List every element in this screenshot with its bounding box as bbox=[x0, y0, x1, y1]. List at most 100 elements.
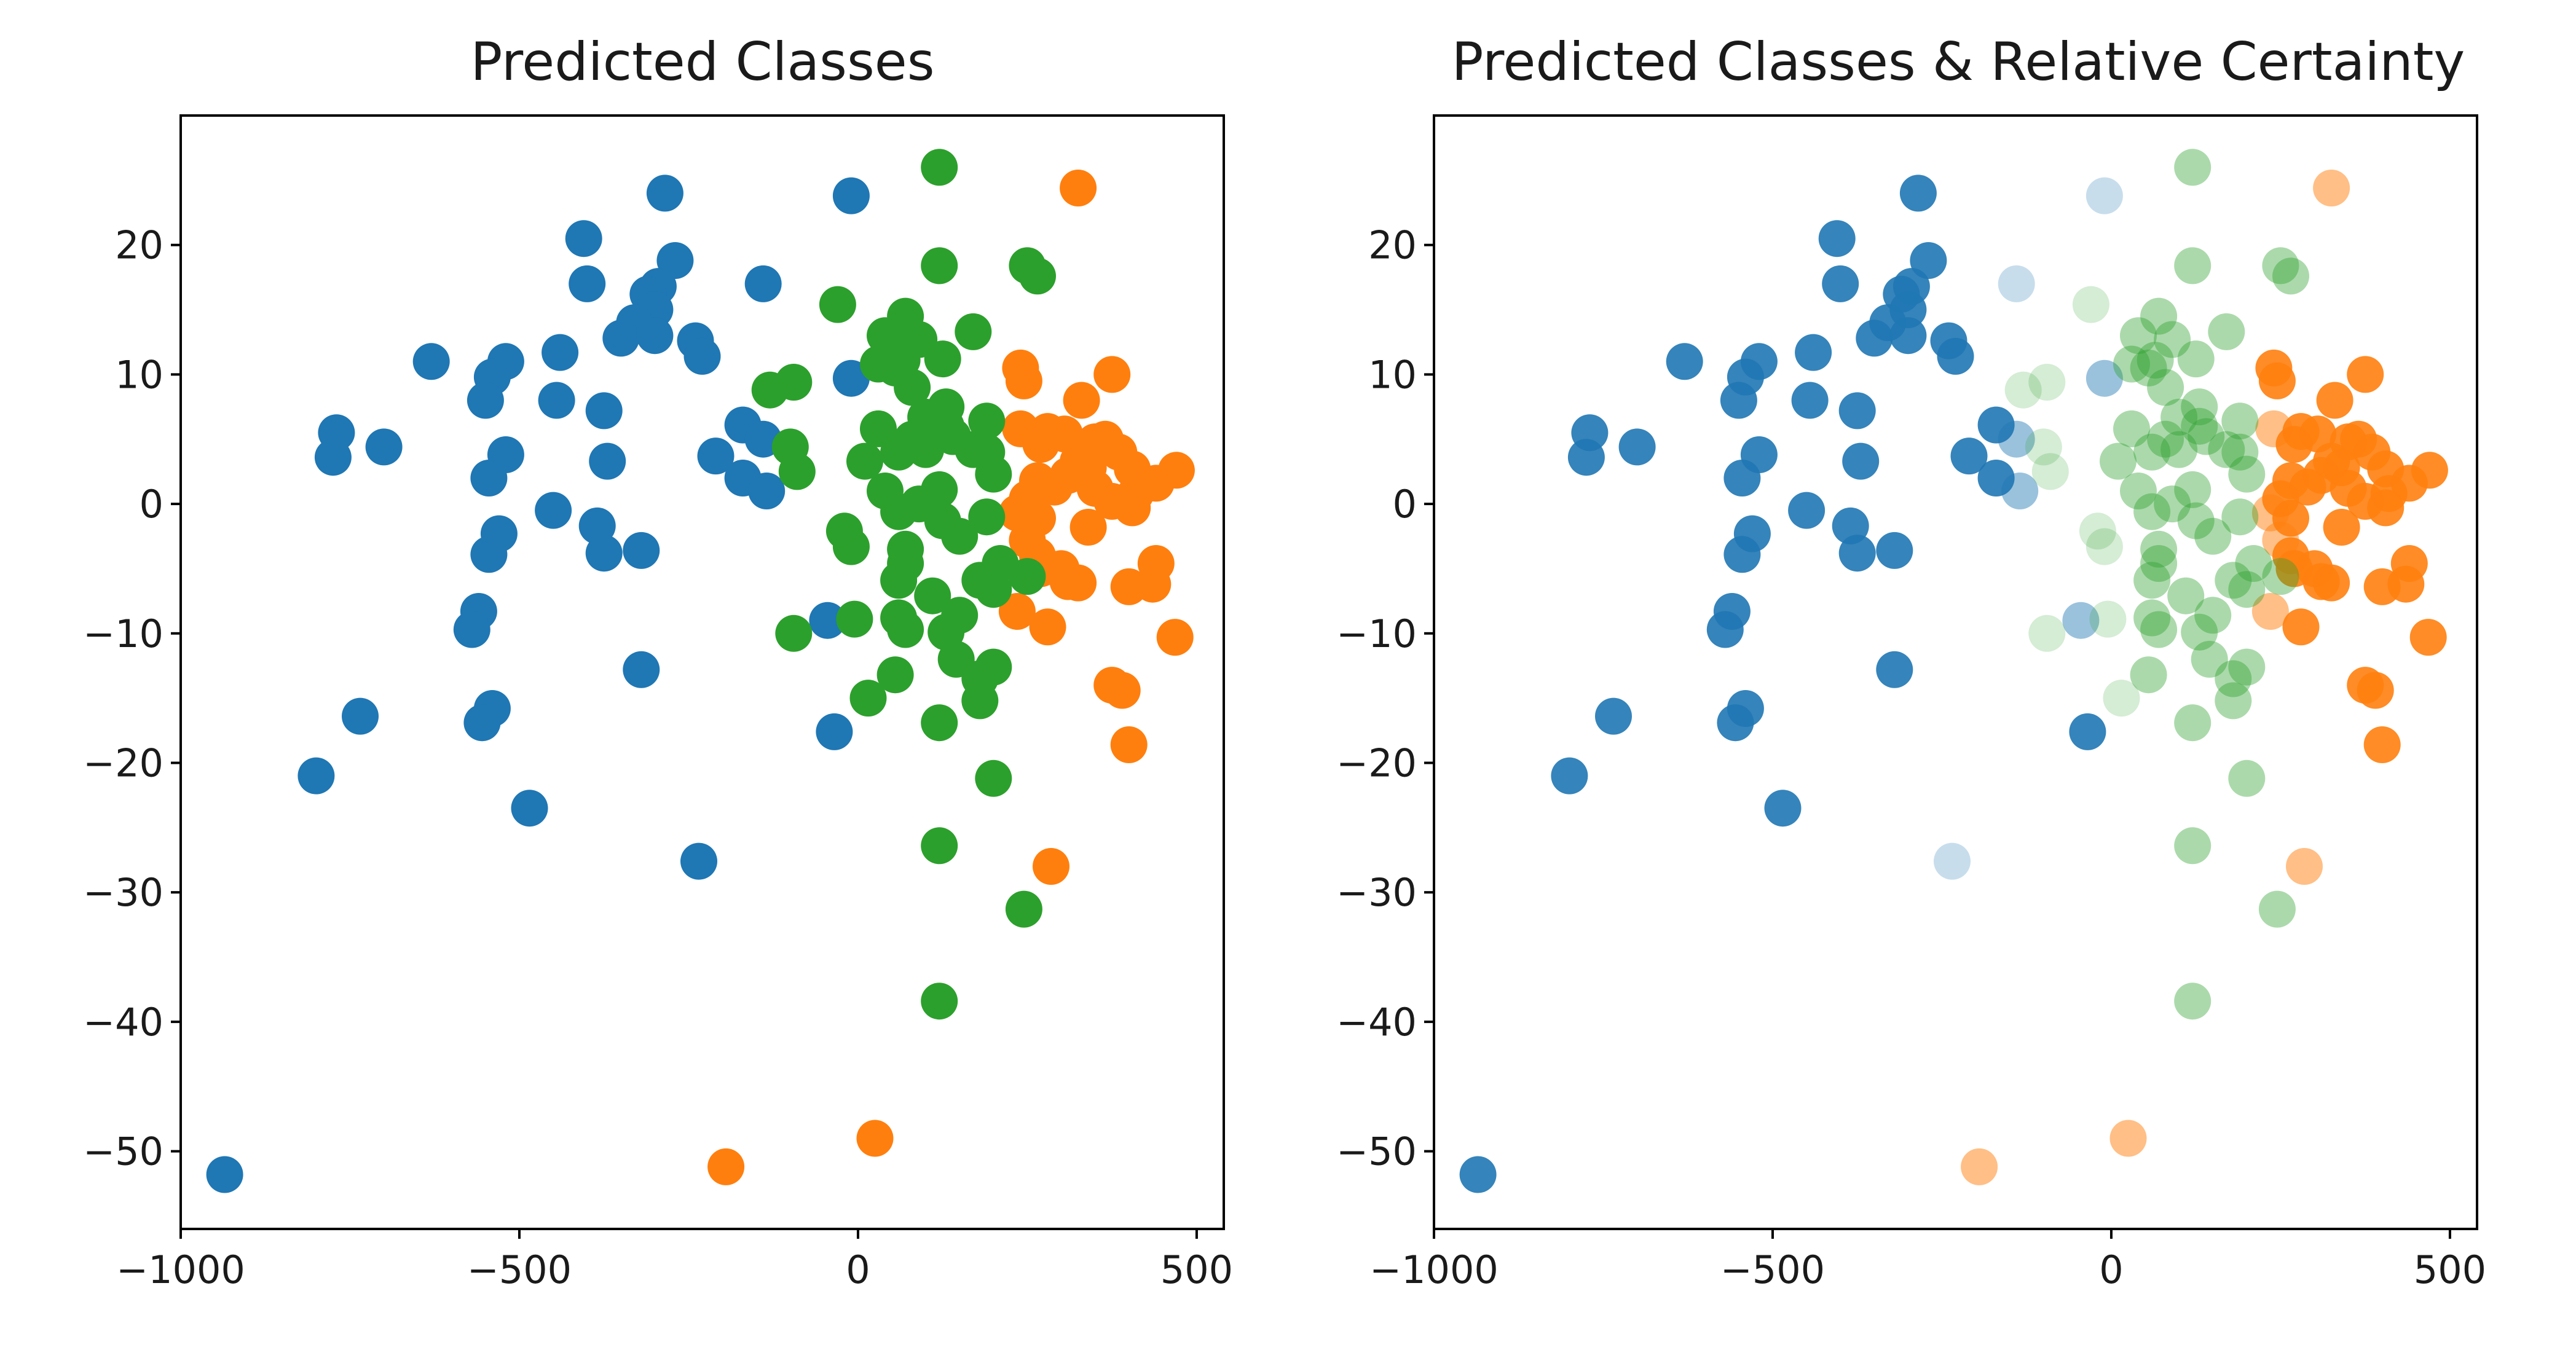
right-point-series-5-51 bbox=[2228, 759, 2266, 797]
left-points-layer bbox=[206, 149, 1195, 1193]
left-point-series-1-38 bbox=[1029, 608, 1066, 646]
left-point-series-2-10 bbox=[924, 340, 961, 378]
right-point-series-0-30 bbox=[1876, 532, 1913, 569]
left-point-series-0-8 bbox=[602, 320, 640, 357]
left-point-series-1-9 bbox=[1022, 426, 1060, 463]
left-point-series-2-14 bbox=[751, 371, 789, 409]
left-point-series-2-58 bbox=[849, 680, 887, 717]
right-point-series-3-22 bbox=[2367, 489, 2405, 527]
right-point-series-3-36 bbox=[2357, 672, 2394, 709]
right-point-series-1-2 bbox=[2062, 602, 2100, 639]
right-point-series-5-4 bbox=[2140, 297, 2178, 335]
right-point-series-0-28 bbox=[1723, 536, 1761, 573]
right-point-series-0-9 bbox=[1889, 317, 1927, 355]
right-point-series-0-17 bbox=[1791, 382, 1829, 419]
left-point-series-0-17 bbox=[538, 382, 575, 419]
left-point-series-1-3 bbox=[1093, 356, 1131, 393]
left-point-series-0-2 bbox=[569, 265, 606, 302]
left-point-series-2-60 bbox=[921, 704, 958, 742]
right-chart-title: Predicted Classes & Relative Certainty bbox=[1452, 31, 2465, 93]
left-point-series-0-9 bbox=[636, 317, 674, 355]
right-point-series-4-1 bbox=[2255, 410, 2293, 447]
right-y-tick-label: −50 bbox=[1336, 1129, 1417, 1174]
left-point-series-0-1 bbox=[565, 220, 602, 257]
left-point-series-1-42 bbox=[1110, 726, 1148, 763]
right-x-tick-label: 0 bbox=[2099, 1247, 2123, 1292]
left-point-series-1-24 bbox=[1114, 489, 1151, 527]
right-point-series-5-46 bbox=[2130, 656, 2167, 694]
left-x-tick-label: −1000 bbox=[116, 1247, 245, 1292]
right-point-series-0-43 bbox=[2069, 713, 2106, 750]
right-point-series-5-53 bbox=[2258, 890, 2296, 928]
right-point-series-3-29 bbox=[2313, 564, 2350, 602]
right-point-series-0-38 bbox=[1764, 790, 1802, 827]
right-y-tick-label: 20 bbox=[1368, 223, 1417, 268]
right-point-series-5-32 bbox=[2194, 517, 2232, 555]
right-point-series-5-41 bbox=[2194, 597, 2232, 634]
left-y-tick-label: −20 bbox=[83, 740, 163, 785]
right-point-series-1-3 bbox=[2086, 359, 2123, 397]
right-point-series-5-37 bbox=[2215, 562, 2252, 599]
right-point-series-5-40 bbox=[2228, 571, 2266, 608]
right-point-series-5-30 bbox=[2221, 498, 2259, 536]
right-point-series-0-40 bbox=[1950, 438, 1988, 475]
left-chart-title: Predicted Classes bbox=[470, 31, 934, 93]
right-point-series-0-23 bbox=[1842, 442, 1880, 480]
left-point-series-0-32 bbox=[453, 611, 490, 648]
right-y-tick-label: 10 bbox=[1368, 352, 1417, 397]
left-point-series-2-20 bbox=[968, 402, 1006, 440]
right-point-series-5-22 bbox=[2160, 431, 2198, 468]
left-x-tick-label: 0 bbox=[846, 1247, 870, 1292]
right-point-series-5-5 bbox=[2208, 313, 2245, 350]
right-y-tick-label: −10 bbox=[1336, 611, 1417, 656]
right-point-series-5-17 bbox=[2181, 407, 2218, 445]
right-point-series-5-21 bbox=[2133, 433, 2171, 471]
right-point-series-0-42 bbox=[1977, 460, 2015, 496]
right-point-series-1-1 bbox=[2001, 473, 2039, 509]
right-point-series-0-1 bbox=[1818, 220, 1856, 257]
right-point-series-5-28 bbox=[2154, 485, 2191, 523]
left-point-series-2-62 bbox=[921, 827, 958, 865]
right-point-series-5-54 bbox=[2174, 983, 2212, 1020]
right-point-series-5-19 bbox=[2147, 420, 2184, 458]
right-y-tick-label: 0 bbox=[1393, 482, 1417, 527]
left-point-series-0-25 bbox=[535, 492, 572, 529]
left-point-series-0-24 bbox=[470, 460, 508, 496]
right-point-series-0-8 bbox=[1856, 320, 1893, 357]
right-plot-frame bbox=[1433, 114, 2478, 1230]
right-point-series-0-34 bbox=[1595, 697, 1632, 735]
left-point-series-2-61 bbox=[975, 759, 1012, 797]
right-point-series-5-29 bbox=[2133, 493, 2171, 530]
right-point-series-0-29 bbox=[1838, 535, 1876, 572]
left-point-series-2-52 bbox=[880, 599, 918, 637]
right-point-series-6-8 bbox=[2089, 600, 2127, 638]
left-point-series-2-47 bbox=[975, 571, 1012, 608]
left-point-series-0-12 bbox=[542, 334, 579, 371]
left-point-series-2-37 bbox=[832, 528, 870, 565]
right-point-series-5-33 bbox=[2140, 530, 2178, 568]
right-point-series-5-16 bbox=[2221, 402, 2259, 440]
right-point-series-5-1 bbox=[2174, 247, 2212, 285]
left-point-series-0-50 bbox=[832, 359, 870, 397]
right-point-series-3-1 bbox=[2258, 362, 2296, 399]
left-x-tick-label: 500 bbox=[1160, 1247, 1233, 1292]
right-point-series-2-0 bbox=[1998, 265, 2035, 302]
left-point-series-0-37 bbox=[297, 757, 335, 795]
right-point-series-6-3 bbox=[2025, 428, 2062, 466]
right-point-series-0-12 bbox=[1795, 334, 1832, 371]
right-point-series-6-1 bbox=[2028, 364, 2066, 401]
right-point-series-4-0 bbox=[2313, 170, 2350, 206]
right-x-tick-label: −500 bbox=[1720, 1247, 1825, 1292]
left-point-series-0-33 bbox=[623, 651, 660, 688]
right-point-series-0-2 bbox=[1822, 265, 1859, 302]
left-point-series-1-33 bbox=[1060, 564, 1097, 602]
right-point-series-6-9 bbox=[2103, 680, 2140, 717]
right-point-series-5-47 bbox=[2228, 648, 2266, 686]
left-point-series-1-45 bbox=[707, 1148, 745, 1185]
right-y-axis: 20 10 0 −10 −20 −30 −40 −50 bbox=[1336, 223, 1434, 1174]
right-point-series-4-7 bbox=[1961, 1148, 1998, 1185]
left-point-series-0-41 bbox=[832, 177, 870, 214]
left-point-series-2-63 bbox=[1005, 890, 1042, 928]
left-y-tick-label: 0 bbox=[140, 482, 163, 527]
left-y-tick-label: −10 bbox=[83, 611, 163, 656]
